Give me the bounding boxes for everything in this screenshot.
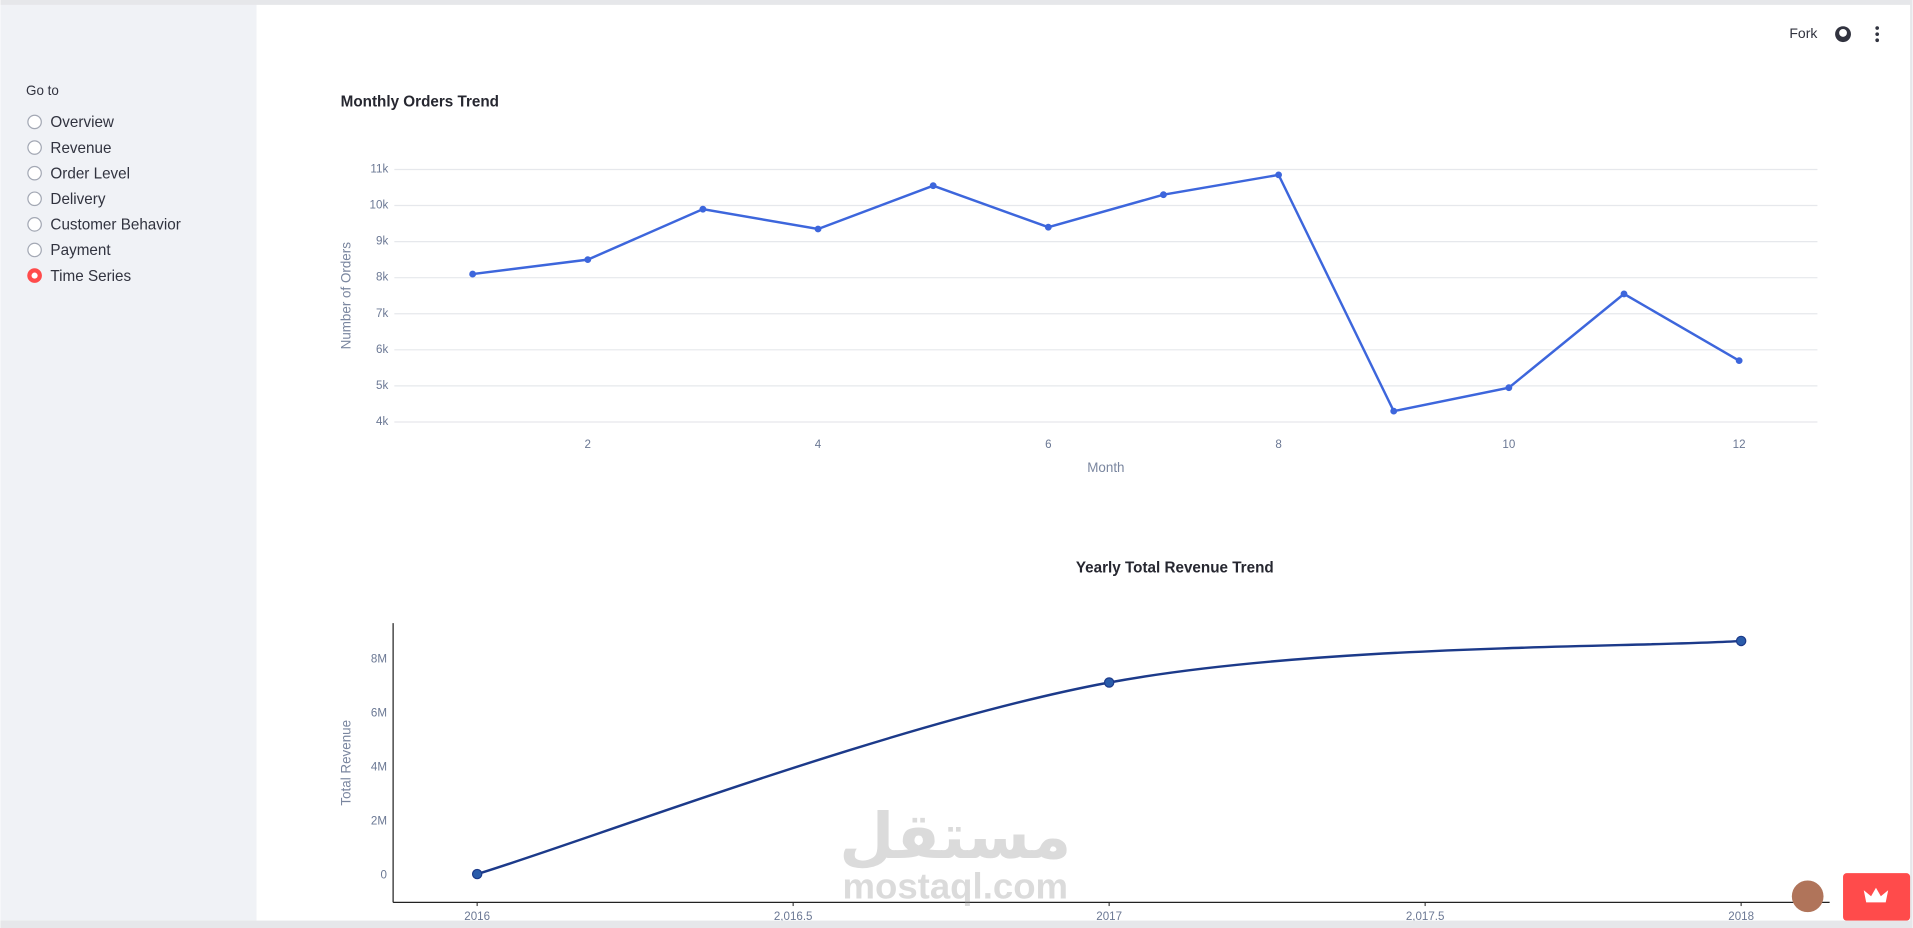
radio-option[interactable]: Time Series xyxy=(27,268,132,285)
data-point xyxy=(1044,223,1052,231)
x-tick-label: 2016 xyxy=(464,911,490,923)
plots: Monthly Orders Trend 4k 5k 6k 7k 8k 9k 10k 11k 2 4… xyxy=(338,93,1830,923)
y-tick-label: 0 xyxy=(381,869,387,881)
watermark-latin: mostaql.com xyxy=(842,866,1068,907)
data-point xyxy=(1390,407,1398,415)
radio-option[interactable]: Payment xyxy=(27,242,111,259)
data-point xyxy=(1160,191,1167,199)
crown-icon xyxy=(1863,887,1889,903)
data-point xyxy=(814,225,822,233)
sidebar xyxy=(0,4,257,921)
radio-circle xyxy=(27,242,42,258)
radio-option[interactable]: Revenue xyxy=(27,140,112,157)
data-point xyxy=(1735,357,1743,365)
y-tick-label: 10k xyxy=(370,200,389,212)
bottom-edge xyxy=(0,920,1913,928)
main-area xyxy=(256,4,1911,921)
x-tick-label: 2,016.5 xyxy=(774,911,813,923)
y-tick-label: 8k xyxy=(376,272,388,284)
menu-button[interactable] xyxy=(1875,26,1880,43)
y-tick-label: 6k xyxy=(376,344,388,356)
radio-option-label: Customer Behavior xyxy=(50,217,180,234)
y-tick-label: 8M xyxy=(371,654,387,666)
radio-dot xyxy=(31,272,38,279)
chart: Monthly Orders Trend 4k 5k 6k 7k 8k 9k 10k 11k 2 4… xyxy=(338,93,1818,475)
x-tick-label: 8 xyxy=(1275,439,1281,451)
data-point xyxy=(699,205,707,213)
y-tick-label: 7k xyxy=(376,308,388,320)
radio-option-label: Time Series xyxy=(50,268,131,285)
radio-option-label: Delivery xyxy=(50,191,105,208)
x-tick-label: 6 xyxy=(1045,439,1051,451)
y-tick-label: 4M xyxy=(371,762,387,774)
radio-option[interactable]: Customer Behavior xyxy=(27,217,181,234)
menu-dot xyxy=(1875,26,1880,30)
radio-option-label: Order Level xyxy=(50,165,130,182)
menu-dot xyxy=(1875,32,1880,36)
y-axis-title: Total Revenue xyxy=(338,720,353,806)
radio-circle xyxy=(27,217,42,232)
data-point xyxy=(1505,384,1513,392)
x-tick-label: 2017 xyxy=(1096,911,1122,923)
y-tick-label: 6M xyxy=(371,708,387,720)
y-tick-label: 9k xyxy=(376,236,388,248)
radio-circle xyxy=(27,191,42,207)
data-point xyxy=(1103,677,1115,688)
y-axis-title: Number of Orders xyxy=(338,242,353,350)
radio-option[interactable]: Overview xyxy=(27,114,115,131)
data-point xyxy=(471,868,483,880)
data-point xyxy=(929,182,937,190)
data-point xyxy=(1735,635,1747,647)
x-tick-label: 2 xyxy=(585,439,591,451)
x-tick-label: 4 xyxy=(815,439,822,451)
x-tick-label: 2018 xyxy=(1728,911,1754,923)
chart-title: Yearly Total Revenue Trend xyxy=(1076,559,1274,576)
radio-group: Overview Revenue Order Level Delivery Custom… xyxy=(27,114,181,285)
fork-button[interactable]: Fork xyxy=(1789,25,1818,41)
data-point xyxy=(1620,290,1628,298)
radio-option[interactable]: Delivery xyxy=(27,191,106,208)
radio-label: Go to xyxy=(26,83,59,98)
data-line xyxy=(472,173,1740,413)
y-tick-label: 5k xyxy=(376,380,388,392)
github-face xyxy=(1839,29,1847,37)
data-point xyxy=(469,270,477,278)
x-tick-label: 12 xyxy=(1733,439,1746,451)
menu-dot xyxy=(1875,38,1880,43)
github-icon[interactable] xyxy=(1835,26,1851,43)
radio-option-label: Revenue xyxy=(50,140,111,157)
data-point xyxy=(584,256,592,264)
radio-option-label: Payment xyxy=(50,242,111,259)
y-tick-label: 4k xyxy=(376,416,388,428)
watermark-arabic: مستقل xyxy=(839,802,1071,872)
radio-option-label: Overview xyxy=(50,114,114,131)
chart: Yearly Total Revenue Trend 0 2M 4M 6M 8M 2016 2… xyxy=(338,559,1830,923)
data-point xyxy=(1275,171,1283,179)
x-tick-label: 10 xyxy=(1502,439,1515,451)
radio-circle xyxy=(27,114,42,130)
x-tick-label: 2,017.5 xyxy=(1406,911,1445,923)
radio-circle xyxy=(27,165,42,181)
y-tick-label: 2M xyxy=(371,816,387,828)
radio-circle xyxy=(27,140,42,155)
radio-option[interactable]: Order Level xyxy=(27,165,130,182)
x-axis-title: Month xyxy=(1087,460,1124,475)
y-tick-label: 11k xyxy=(370,164,388,176)
avatar[interactable] xyxy=(1791,880,1824,913)
chart-title: Monthly Orders Trend xyxy=(341,93,499,110)
